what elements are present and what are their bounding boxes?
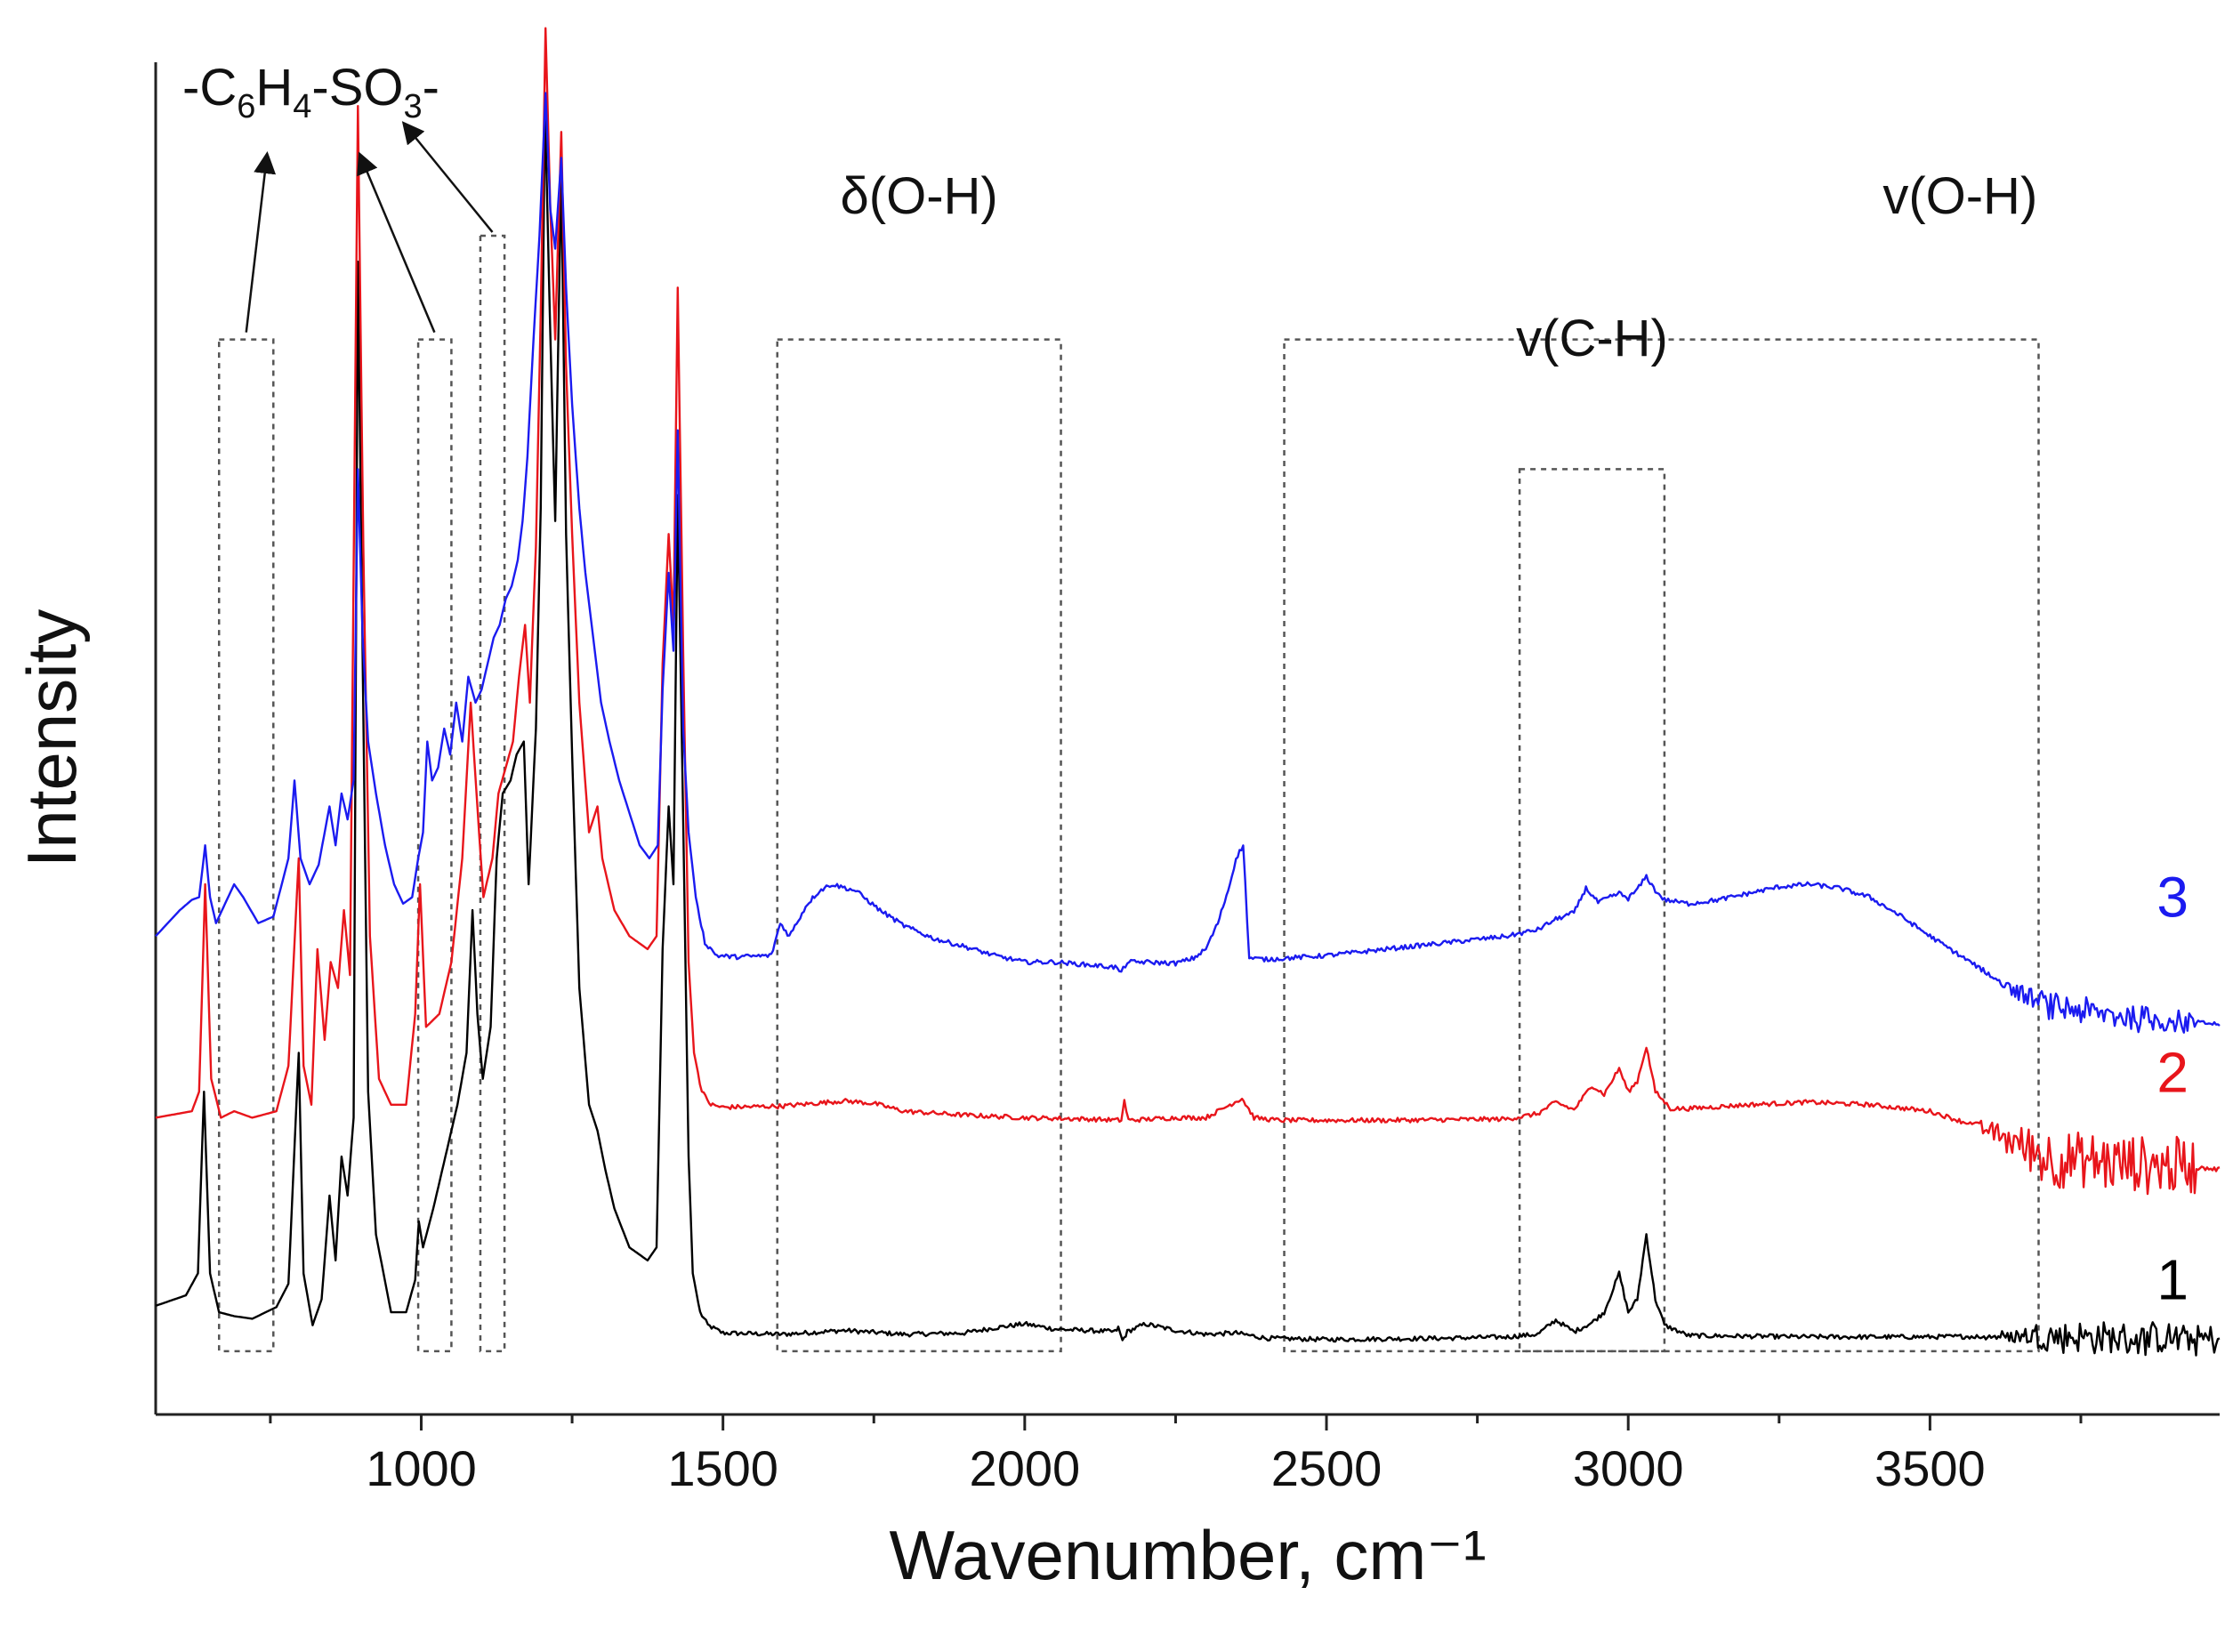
sulfonate-sub2: 4	[293, 88, 311, 125]
series-1-label: 1	[2156, 1248, 2189, 1312]
x-tick-label: 3000	[1573, 1440, 1684, 1496]
sulfonate-sub3: 3	[404, 88, 423, 125]
x-tick-label: 1000	[366, 1440, 477, 1496]
arrow-region-b	[357, 151, 436, 334]
sulfonate-sub1: 6	[237, 88, 255, 125]
series-2-line	[155, 27, 2221, 1196]
series-1-line	[155, 105, 2221, 1357]
x-tick-labels: 1000 1500 2000 2500 3000 3500	[366, 1440, 1985, 1496]
region-c6h4-so3-b	[416, 338, 453, 1353]
arrow-region-a	[245, 151, 277, 333]
annotation-arrows	[245, 121, 494, 334]
series-3-label: 3	[2156, 866, 2189, 930]
series-2-label: 2	[2156, 1040, 2189, 1104]
x-ticks	[269, 1414, 2083, 1430]
series-lines	[155, 27, 2221, 1357]
annotation-nu-oh: v(O-H)	[1882, 167, 2037, 225]
x-tick-label: 3500	[1874, 1440, 1986, 1496]
arrow-region-c	[401, 121, 494, 233]
x-tick-label: 2000	[970, 1440, 1081, 1496]
y-axis-title: Intensity	[12, 609, 91, 867]
region-c6h4-so3-c	[479, 234, 506, 1353]
x-tick-label: 2500	[1271, 1440, 1383, 1496]
sulfonate-prefix: -C	[182, 59, 237, 117]
x-tick-label: 1500	[667, 1440, 778, 1496]
axes	[154, 62, 2220, 1416]
x-axis-title: Wavenumber, cm⁻¹	[889, 1516, 1486, 1594]
region-delta-oh	[776, 338, 1062, 1353]
sulfonate-mid: H	[255, 59, 293, 117]
annotation-sulfonate-group: -C6H4-SO3-	[182, 59, 439, 125]
sulfonate-suffix: -SO	[311, 59, 403, 117]
region-nu-ch	[1518, 468, 1666, 1353]
annotation-nu-ch: v(C-H)	[1516, 310, 1668, 367]
series-3-line	[155, 92, 2221, 1034]
region-nu-oh	[1283, 338, 2040, 1353]
annotation-regions	[217, 234, 2040, 1353]
sulfonate-end: -	[423, 59, 439, 117]
region-c6h4-so3-a	[217, 338, 275, 1353]
series-labels: 1 2 3	[2156, 866, 2189, 1312]
annotation-delta-oh: δ(O-H)	[841, 167, 998, 225]
